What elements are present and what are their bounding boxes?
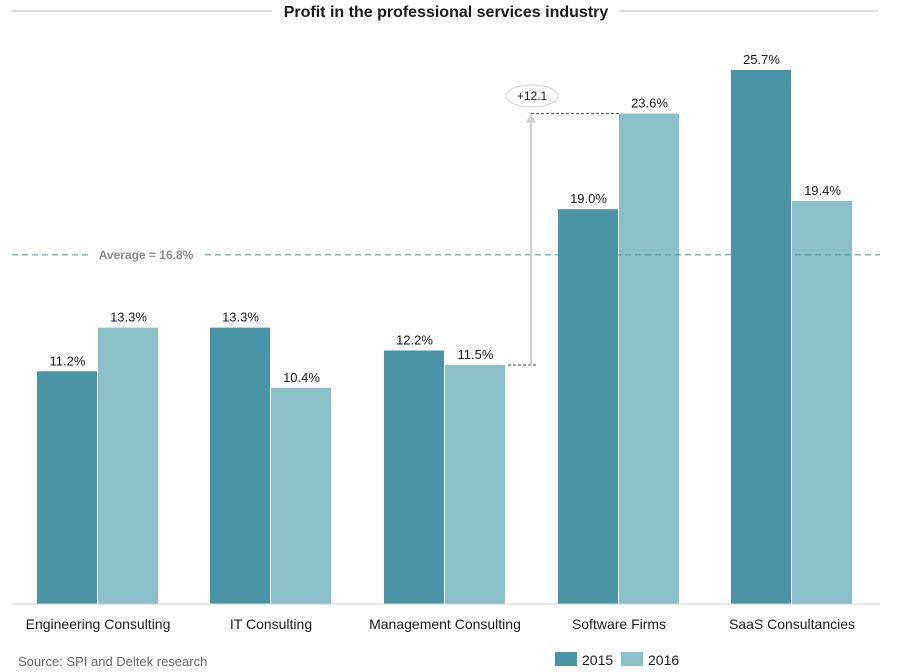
bar-2015-3	[558, 209, 618, 604]
bar-2015-0	[37, 371, 97, 604]
data-label-2016-4: 19.4%	[804, 183, 841, 198]
data-label-2016-3: 23.6%	[631, 96, 668, 111]
annotation-label: +12.1	[517, 89, 548, 103]
bar-2016-4	[792, 200, 852, 605]
bar-2016-2	[445, 365, 505, 604]
bar-2015-4	[731, 69, 791, 605]
chart-title: Profit in the professional services indu…	[284, 4, 609, 21]
category-label-3: Software Firms	[572, 616, 666, 632]
annotation-arrow-head	[526, 113, 536, 123]
bar-2016-1	[271, 387, 331, 604]
data-label-2016-2: 11.5%	[458, 347, 494, 362]
category-label-2: Management Consulting	[369, 616, 521, 632]
bars-layer	[37, 69, 852, 605]
source-note: Source: SPI and Deltek research	[18, 654, 207, 669]
data-label-2015-0: 11.2%	[50, 353, 86, 368]
category-label-0: Engineering Consulting	[26, 616, 171, 632]
bar-2015-1	[210, 327, 270, 604]
bar-2016-0	[98, 327, 158, 604]
data-label-2015-2: 12.2%	[396, 332, 433, 347]
data-label-2016-0: 13.3%	[110, 310, 147, 325]
legend: 2015 2016	[555, 652, 679, 668]
labels-layer: 11.2% 13.3% Engineering Consulting 13.3% 10.…	[26, 52, 855, 632]
annotation-layer: +12.1	[505, 84, 619, 366]
bar-2016-3	[619, 113, 679, 604]
category-label-4: SaaS Consultancies	[729, 616, 855, 632]
data-label-2015-4: 25.7%	[743, 52, 780, 67]
data-label-2015-1: 13.3%	[222, 310, 259, 325]
category-label-1: IT Consulting	[230, 616, 312, 632]
legend-swatch-2016	[621, 652, 643, 666]
average-layer: Average = 16.8%	[12, 248, 880, 262]
annotation-bubble	[505, 84, 559, 108]
bar-2015-2	[384, 350, 444, 604]
legend-label-2016: 2016	[648, 652, 679, 668]
data-label-2015-3: 19.0%	[570, 191, 607, 206]
average-label: Average = 16.8%	[99, 248, 194, 262]
legend-swatch-2015	[555, 652, 577, 666]
data-label-2016-1: 10.4%	[283, 370, 320, 385]
legend-label-2015: 2015	[582, 652, 613, 668]
